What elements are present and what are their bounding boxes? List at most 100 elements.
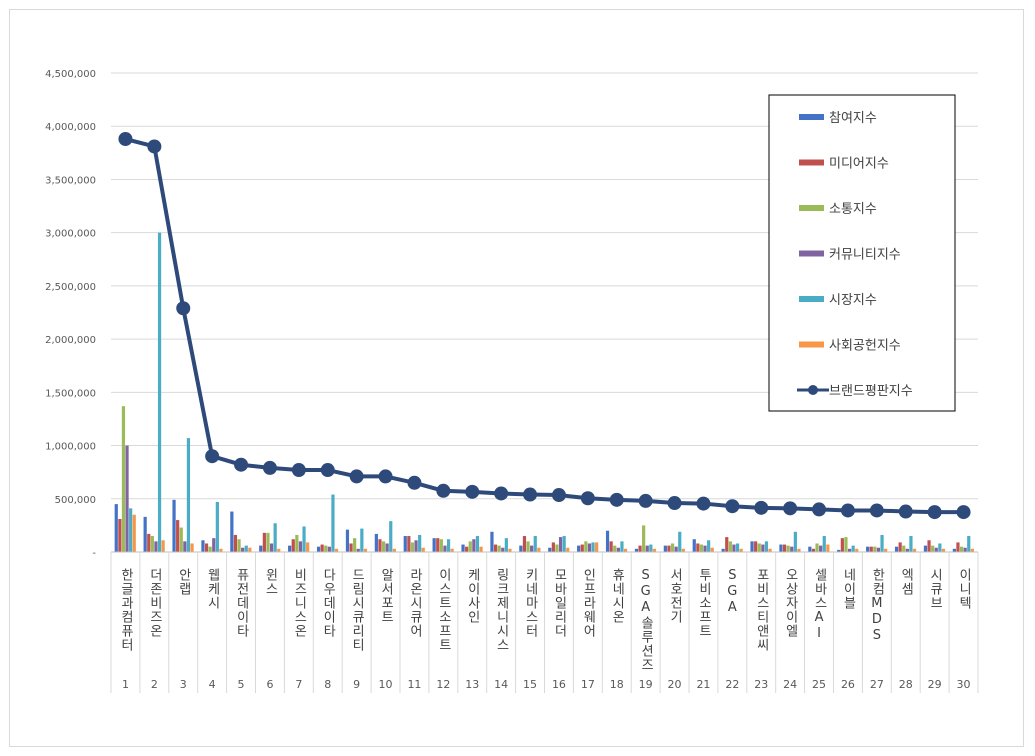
bar <box>381 541 386 552</box>
bar <box>356 548 360 552</box>
bar <box>334 548 339 552</box>
bar <box>461 544 465 552</box>
bar <box>678 531 682 552</box>
bar <box>150 536 154 552</box>
bar <box>414 540 418 552</box>
line-point <box>320 463 335 478</box>
bar <box>692 539 696 552</box>
legend-swatch <box>799 159 824 166</box>
bar <box>605 530 610 552</box>
bar <box>468 541 472 552</box>
bar <box>504 538 508 552</box>
bar <box>967 536 971 552</box>
line-point <box>580 491 595 506</box>
line-point <box>205 449 220 464</box>
x-tick-label: 오상자이엘 <box>783 568 798 638</box>
line-point <box>234 457 249 472</box>
line-point <box>667 496 682 511</box>
bar <box>912 548 917 552</box>
bar <box>172 499 176 552</box>
bar <box>822 536 826 552</box>
line-point <box>927 505 942 520</box>
bar <box>331 494 335 552</box>
bar <box>649 544 653 552</box>
bar <box>273 523 277 552</box>
bar <box>522 536 527 552</box>
line-point <box>725 499 740 514</box>
x-rank-label: 19 <box>639 678 653 691</box>
y-tick-label: 2,500,000 <box>45 282 96 293</box>
x-tick-label: 한글과컴퓨터 <box>118 568 133 652</box>
bar <box>837 549 841 552</box>
line-point <box>956 505 971 520</box>
y-tick-label: 3,500,000 <box>45 175 96 186</box>
bar <box>204 543 209 552</box>
bar <box>757 543 761 552</box>
bar <box>580 544 584 552</box>
bar <box>750 541 754 552</box>
bar <box>154 541 158 552</box>
bar <box>121 406 126 552</box>
bar <box>732 544 736 552</box>
x-rank-label: 22 <box>725 678 739 691</box>
bar <box>725 537 729 552</box>
bar <box>840 538 844 552</box>
bar <box>880 534 884 552</box>
bar <box>851 545 855 552</box>
bar <box>562 536 566 552</box>
line-point <box>147 139 162 154</box>
bar <box>324 545 328 552</box>
x-tick-label: SGA <box>725 568 740 616</box>
bar <box>595 542 599 552</box>
y-axis: - 500,000 1,000,000 1,500,000 2,000,000 2,500… <box>45 69 96 559</box>
bar <box>526 541 530 552</box>
bar <box>129 508 133 552</box>
bar <box>465 546 469 552</box>
x-tick-label: 라온시큐어 <box>407 568 422 638</box>
x-rank-label: 21 <box>696 678 710 691</box>
bar <box>844 537 848 552</box>
bar <box>555 544 559 552</box>
bar <box>418 534 422 552</box>
bar <box>179 527 183 552</box>
bar <box>811 548 816 552</box>
line-point <box>262 460 277 475</box>
bar <box>934 547 938 552</box>
x-rank-label: 26 <box>841 678 855 691</box>
bar <box>898 542 902 552</box>
y-tick-label: 4,000,000 <box>45 122 96 133</box>
bar <box>620 541 624 552</box>
bar <box>674 546 678 552</box>
x-tick-label: 이니텍 <box>956 568 971 610</box>
bar <box>298 541 303 552</box>
legend-swatch-marker <box>808 385 818 395</box>
x-tick-label: 이스트소프트 <box>436 568 451 652</box>
bar <box>291 539 295 552</box>
x-tick-label: 시큐브 <box>927 568 942 610</box>
bar <box>125 445 129 552</box>
x-tick-label: 한컴MDS <box>869 568 884 644</box>
legend-label: 시장지수 <box>829 293 877 308</box>
legend-box <box>768 94 956 412</box>
bar <box>490 531 494 552</box>
bar <box>407 536 411 552</box>
bar <box>472 539 476 552</box>
bar <box>761 544 765 552</box>
x-rank-label: 24 <box>783 678 797 691</box>
bar <box>157 232 162 552</box>
bar <box>316 546 321 552</box>
bar <box>902 545 906 552</box>
line-point <box>349 469 364 484</box>
bar <box>345 529 350 552</box>
bar <box>446 539 451 552</box>
bar <box>215 501 219 552</box>
x-rank-label: 7 <box>295 678 302 691</box>
x-rank-label: 10 <box>379 678 393 691</box>
x-rank-label: 6 <box>266 678 273 691</box>
x-rank-label: 23 <box>754 678 768 691</box>
x-rank-label: 16 <box>552 678 566 691</box>
bar <box>587 543 592 552</box>
bar <box>479 546 483 552</box>
x-rank-label: 28 <box>899 678 913 691</box>
bar <box>826 544 830 552</box>
